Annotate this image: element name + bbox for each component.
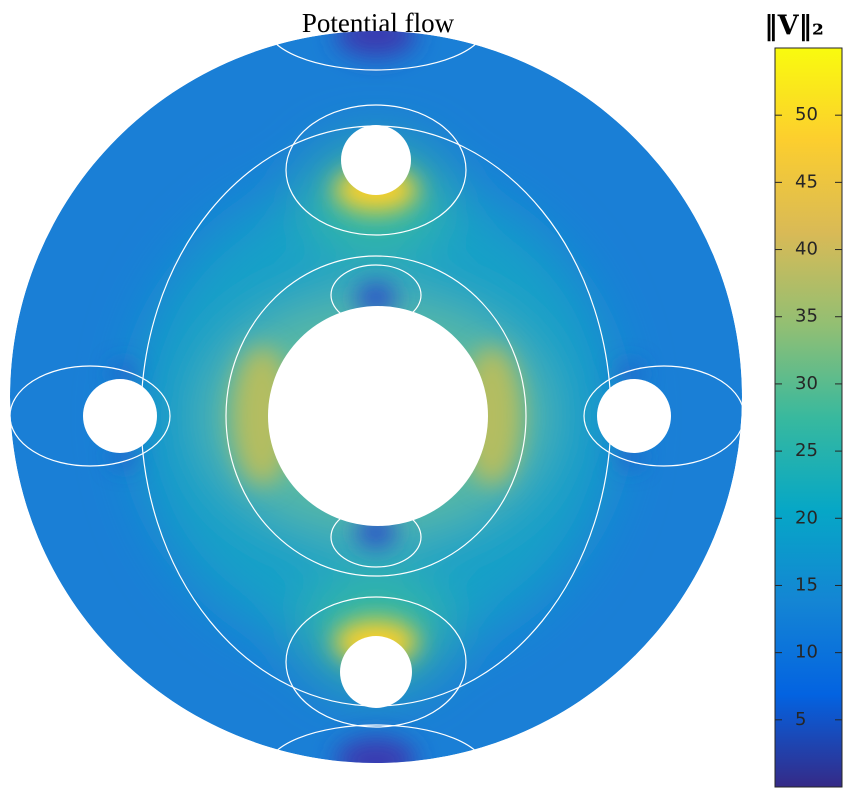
colorbar-tick-label: 25: [795, 440, 818, 461]
colorbar-tick-label: 20: [795, 507, 818, 528]
colorbar-tick-label: 35: [795, 306, 818, 327]
colorbar-tick-label: 30: [795, 373, 818, 394]
colorbar: [774, 47, 843, 788]
colorbar-tick-label: 45: [795, 171, 818, 192]
flow-field: [10, 31, 742, 763]
colorbar-tick-label: 50: [795, 104, 818, 125]
colorbar-tick-label: 5: [795, 709, 806, 730]
colorbar-tick-label: 15: [795, 574, 818, 595]
colorbar-label: ‖V‖₂: [764, 11, 824, 42]
colorbar-tick-label: 10: [795, 642, 818, 663]
colorbar-tick-label: 40: [795, 239, 818, 260]
